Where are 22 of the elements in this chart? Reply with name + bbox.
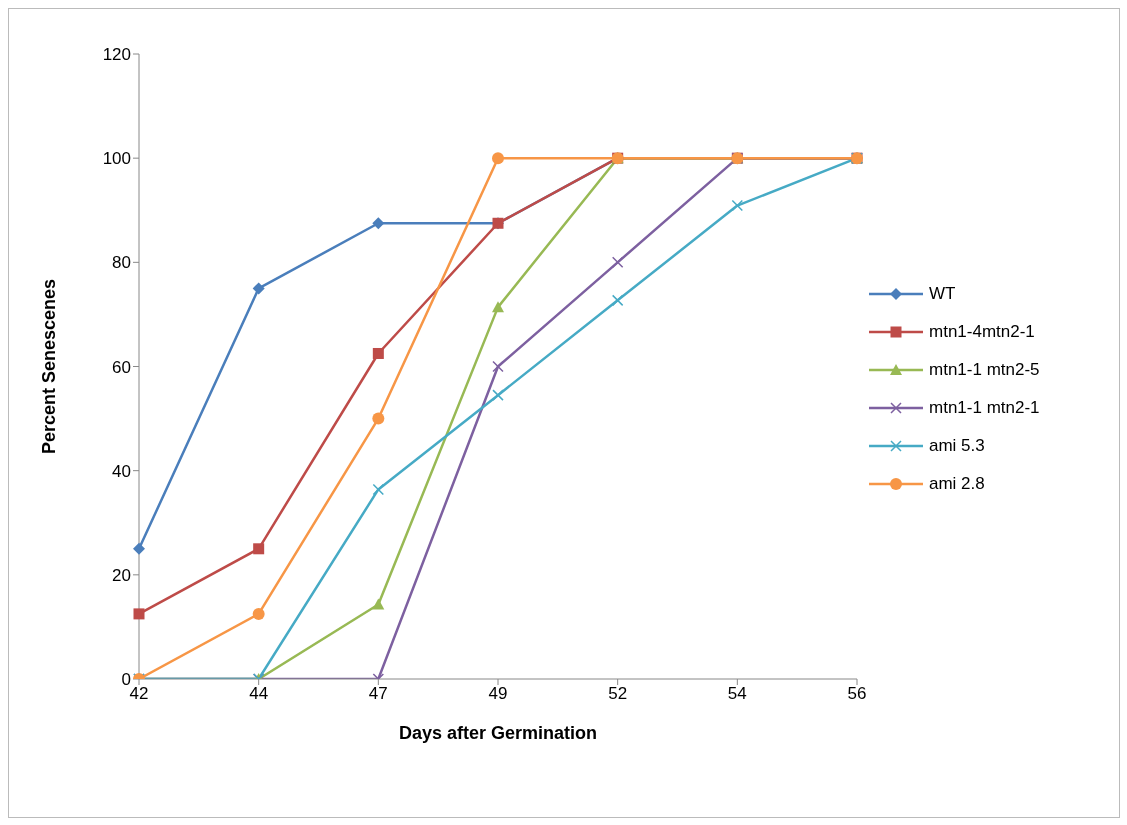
x-tick-label: 44 <box>249 684 269 704</box>
x-axis-title: Days after Germination <box>398 723 598 743</box>
y-tick-label: 40 <box>112 461 131 481</box>
x-tick-label: 49 <box>488 684 508 704</box>
y-tick-label: 20 <box>112 565 131 585</box>
legend-label: mtn1-1 mtn2-1 <box>929 398 1040 418</box>
x-tick-label: 56 <box>847 684 867 704</box>
legend-label: mtn1-4mtn2-1 <box>929 322 1035 342</box>
x-tick-label: 42 <box>129 684 149 704</box>
x-tick-label: 47 <box>368 684 388 704</box>
legend-label: mtn1-1 mtn2-5 <box>929 360 1040 380</box>
legend-label: WT <box>929 284 956 304</box>
x-tick-label: 52 <box>608 684 628 704</box>
x-tick-label: 54 <box>727 684 747 704</box>
y-axis-title: Percent Senescenes <box>39 278 60 455</box>
y-tick-label: 120 <box>102 45 131 65</box>
y-tick-label: 60 <box>112 357 131 377</box>
y-tick-label: 0 <box>121 670 131 690</box>
y-tick-label: 100 <box>102 149 131 169</box>
y-tick-label: 80 <box>112 253 131 273</box>
legend-label: ami 2.8 <box>929 474 985 494</box>
legend-label: ami 5.3 <box>929 436 985 456</box>
